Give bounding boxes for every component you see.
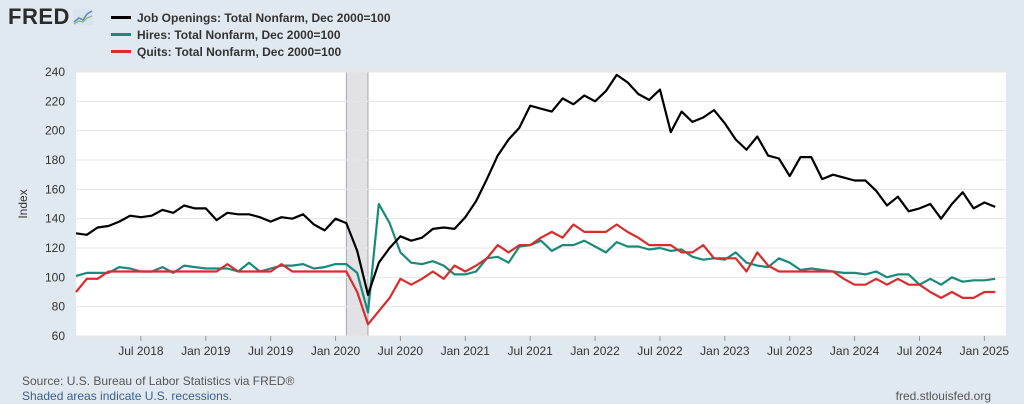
y-tick-label: 100: [45, 270, 65, 284]
chart-legend: Job Openings: Total Nonfarm, Dec 2000=10…: [111, 9, 391, 60]
y-tick-label: 60: [52, 329, 66, 343]
legend-swatch-hires: [111, 33, 131, 36]
source-note: Source: U.S. Bureau of Labor Statistics …: [22, 374, 295, 388]
legend-label-quits: Quits: Total Nonfarm, Dec 2000=100: [137, 44, 342, 59]
site-link[interactable]: fred.stlouisfed.org: [895, 389, 991, 403]
legend-item-quits[interactable]: Quits: Total Nonfarm, Dec 2000=100: [111, 43, 391, 60]
legend-swatch-job-openings: [111, 16, 131, 19]
legend-swatch-quits: [111, 50, 131, 53]
x-tick-label: Jul 2021: [507, 344, 553, 358]
trend-line-icon: [72, 9, 93, 25]
x-tick-label: Jan 2025: [960, 344, 1010, 358]
y-tick-label: 180: [45, 153, 65, 167]
x-tick-label: Jan 2022: [570, 344, 620, 358]
legend-label-hires: Hires: Total Nonfarm, Dec 2000=100: [137, 27, 341, 42]
x-tick-label: Jan 2021: [441, 344, 491, 358]
x-tick-label: Jan 2020: [311, 344, 361, 358]
x-tick-label: Jan 2024: [830, 344, 880, 358]
legend-label-job-openings: Job Openings: Total Nonfarm, Dec 2000=10…: [137, 10, 391, 25]
y-tick-label: 220: [45, 94, 65, 108]
x-tick-label: Jul 2023: [767, 344, 813, 358]
chart-header: FRED Job Openings: Total Nonfarm, Dec 20…: [0, 0, 1024, 62]
y-tick-label: 240: [45, 65, 65, 79]
y-tick-label: 200: [45, 124, 65, 138]
recession-note[interactable]: Shaded areas indicate U.S. recessions.: [22, 389, 233, 403]
x-tick-label: Jul 2024: [897, 344, 943, 358]
legend-item-job-openings[interactable]: Job Openings: Total Nonfarm, Dec 2000=10…: [111, 9, 391, 26]
y-tick-label: 160: [45, 182, 65, 196]
plot-background: [76, 72, 1006, 336]
legend-item-hires[interactable]: Hires: Total Nonfarm, Dec 2000=100: [111, 26, 391, 43]
series-line-hires[interactable]: [75, 202, 996, 314]
series-line-quits[interactable]: [75, 223, 996, 326]
y-tick-label: 80: [52, 300, 66, 314]
chart-footer: Source: U.S. Bureau of Labor Statistics …: [22, 374, 294, 404]
x-tick-label: Jul 2020: [378, 344, 424, 358]
series-line-job-openings[interactable]: [75, 73, 996, 296]
x-tick-label: Jul 2019: [248, 344, 294, 358]
x-tick-label: Jul 2018: [118, 344, 164, 358]
y-axis-label: Index: [16, 189, 30, 218]
fred-logo-text: FRED: [8, 4, 70, 29]
x-tick-label: Jul 2022: [637, 344, 683, 358]
y-tick-label: 120: [45, 241, 65, 255]
fred-logo[interactable]: FRED: [8, 5, 93, 29]
y-tick-label: 140: [45, 212, 65, 226]
x-tick-label: Jan 2023: [700, 344, 750, 358]
x-tick-label: Jan 2019: [181, 344, 231, 358]
